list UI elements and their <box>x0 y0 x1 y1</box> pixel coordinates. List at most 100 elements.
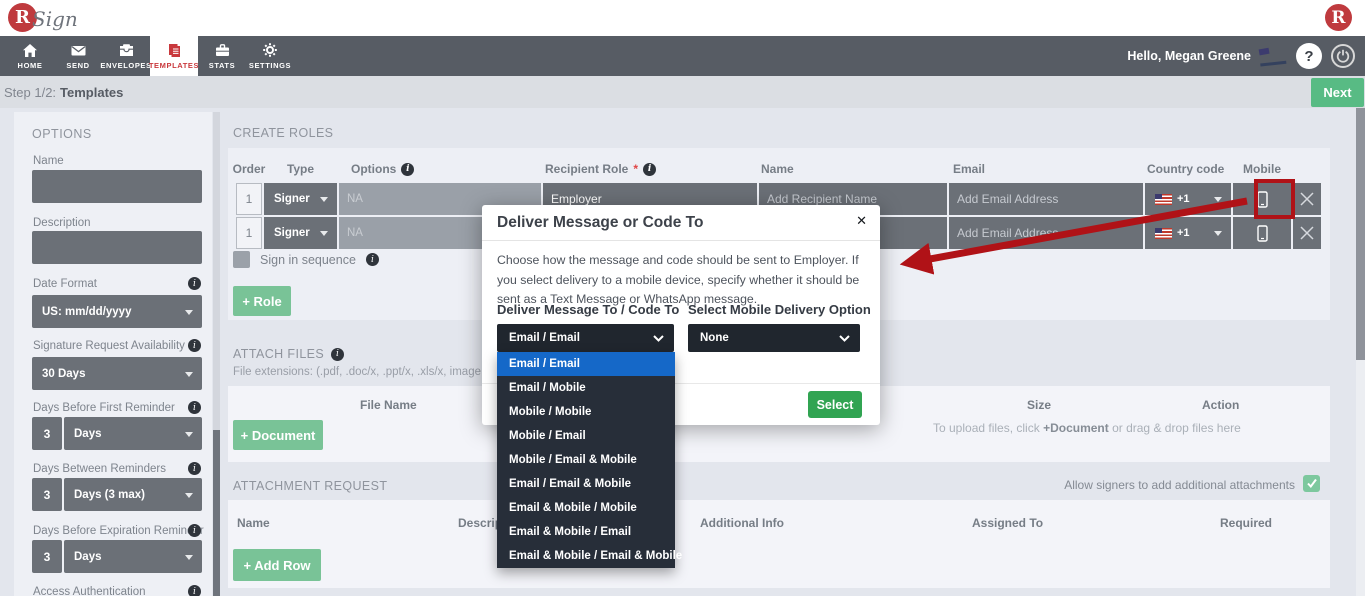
sidebar-scrollbar[interactable] <box>213 112 220 596</box>
name-label: Name <box>33 155 64 167</box>
upload-hint: To upload files, click +Document or drag… <box>933 421 1241 435</box>
options-info-icon[interactable]: i <box>401 162 415 176</box>
question-icon: ? <box>1304 47 1314 65</box>
sign-in-sequence-checkbox[interactable] <box>233 251 250 268</box>
language-flag-icon[interactable] <box>1259 45 1289 67</box>
logout-button[interactable] <box>1331 44 1355 68</box>
chevron-down-icon <box>1214 197 1222 202</box>
between-reminders-unit-select[interactable]: Days (3 max) <box>64 478 202 511</box>
dropdown-option[interactable]: Mobile / Email & Mobile <box>509 454 637 466</box>
first-reminder-unit-select[interactable]: Days <box>64 417 202 450</box>
expiration-reminder-unit-select[interactable]: Days <box>64 540 202 573</box>
dropdown-option[interactable]: Mobile / Email <box>509 430 586 442</box>
tab-send[interactable]: SEND <box>54 36 102 76</box>
power-icon <box>1336 49 1350 63</box>
first-reminder-count[interactable]: 3 <box>32 417 62 450</box>
order-value: 1 <box>236 217 262 249</box>
required-mark: * <box>633 162 639 176</box>
type-select[interactable]: Signer <box>264 183 337 215</box>
recipient-email-input[interactable] <box>949 217 1143 249</box>
top-header: R Sign R <box>0 0 1365 36</box>
expiration-reminder-info-icon[interactable]: i <box>188 524 201 537</box>
mobile-delivery-select[interactable]: None <box>688 324 860 352</box>
availability-select[interactable]: 30 Days <box>32 357 202 390</box>
dropdown-option[interactable]: Mobile / Mobile <box>509 406 592 418</box>
deliver-to-select[interactable]: Email / Email <box>497 324 674 352</box>
page-scrollbar-thumb[interactable] <box>1356 108 1365 360</box>
tab-templates[interactable]: TEMPLATES <box>149 36 199 76</box>
access-auth-info-icon[interactable]: i <box>188 585 201 596</box>
delete-role-button[interactable] <box>1293 217 1321 249</box>
next-button[interactable]: Next <box>1311 78 1364 107</box>
request-additional-info-header: Additional Info <box>700 516 784 530</box>
allow-signers-checkbox[interactable] <box>1303 475 1320 492</box>
add-document-button[interactable]: + Document <box>233 420 323 450</box>
select-button[interactable]: Select <box>808 391 862 418</box>
col-email: Email <box>953 162 986 176</box>
us-flag-icon <box>1155 193 1172 205</box>
col-country-code: Country code <box>1147 162 1225 176</box>
chevron-down-icon <box>653 335 664 342</box>
description-input[interactable] <box>32 231 202 264</box>
delete-role-button[interactable] <box>1293 183 1321 215</box>
tab-stats[interactable]: STATS <box>198 36 246 76</box>
add-role-button[interactable]: + Role <box>233 286 291 316</box>
recipient-email-input[interactable] <box>949 183 1143 215</box>
date-format-label: Date Format <box>33 278 97 290</box>
col-order: Order <box>232 162 266 176</box>
roles-header-row: Order Type Options i Recipient Role * i Nam… <box>232 161 1291 177</box>
tab-envelopes[interactable]: ENVELOPES <box>100 36 151 76</box>
dropdown-option[interactable]: Email & Mobile / Mobile <box>509 502 637 514</box>
sidebar-scrollbar-thumb[interactable] <box>213 430 220 596</box>
name-input[interactable] <box>32 170 202 203</box>
type-select[interactable]: Signer <box>264 217 337 249</box>
order-value: 1 <box>236 183 262 215</box>
modal-footer-divider <box>482 383 880 384</box>
add-row-button[interactable]: + Add Row <box>233 549 321 581</box>
mobile-delivery-button[interactable] <box>1233 183 1291 215</box>
between-reminders-count[interactable]: 3 <box>32 478 62 511</box>
dropdown-option[interactable]: Email / Email <box>497 352 675 376</box>
sign-in-sequence-info-icon[interactable]: i <box>365 253 379 266</box>
availability-info-icon[interactable]: i <box>188 339 201 352</box>
dropdown-option[interactable]: Email / Mobile <box>509 382 586 394</box>
country-code-select[interactable]: +1 <box>1145 183 1231 215</box>
page-scrollbar[interactable] <box>1356 108 1365 596</box>
attach-files-info-icon[interactable]: i <box>331 347 345 361</box>
home-icon <box>23 43 37 57</box>
chevron-down-icon <box>1214 231 1222 236</box>
dropdown-option[interactable]: Email & Mobile / Email <box>509 526 632 538</box>
user-greeting: Hello, Megan Greene <box>1127 49 1251 63</box>
mobile-delivery-button[interactable] <box>1233 217 1291 249</box>
date-format-info-icon[interactable]: i <box>188 277 201 290</box>
chevron-down-icon <box>185 309 193 315</box>
dropdown-option[interactable]: Email & Mobile / Email & Mobile <box>509 550 683 562</box>
tab-settings[interactable]: SETTINGS <box>246 36 294 76</box>
create-roles-title: CREATE ROLES <box>233 126 334 140</box>
expiration-reminder-count[interactable]: 3 <box>32 540 62 573</box>
first-reminder-info-icon[interactable]: i <box>188 401 201 414</box>
country-code-select[interactable]: +1 <box>1145 217 1231 249</box>
between-reminders-label: Days Between Reminders <box>33 463 166 475</box>
date-format-select[interactable]: US: mm/dd/yyyy <box>32 295 202 328</box>
chevron-down-icon <box>320 231 328 236</box>
rpost-logo-icon: R <box>1325 4 1352 31</box>
size-header: Size <box>1027 398 1052 412</box>
modal-close-button[interactable]: ✕ <box>856 213 867 228</box>
between-reminders-info-icon[interactable]: i <box>188 462 201 475</box>
step-title: Templates <box>60 84 124 100</box>
help-button[interactable]: ? <box>1296 43 1322 69</box>
sign-in-sequence-label: Sign in sequence <box>260 252 356 267</box>
col-options: Options i <box>339 161 541 177</box>
tab-home[interactable]: HOME <box>6 36 54 76</box>
options-sidebar: OPTIONS Name Description Date Format i U… <box>14 112 212 596</box>
availability-label: Signature Request Availability <box>33 340 185 352</box>
deliver-options-dropdown: Email / Email Email / Mobile Mobile / Mo… <box>497 352 683 568</box>
attach-files-title: ATTACH FILES i <box>233 347 345 361</box>
request-assigned-to-header: Assigned To <box>972 516 1044 530</box>
recipient-info-icon[interactable]: i <box>643 162 657 176</box>
close-x-icon <box>1300 226 1314 240</box>
expiration-reminder-label: Days Before Expiration Reminder <box>33 525 204 537</box>
dropdown-option[interactable]: Email / Email & Mobile <box>509 478 632 490</box>
